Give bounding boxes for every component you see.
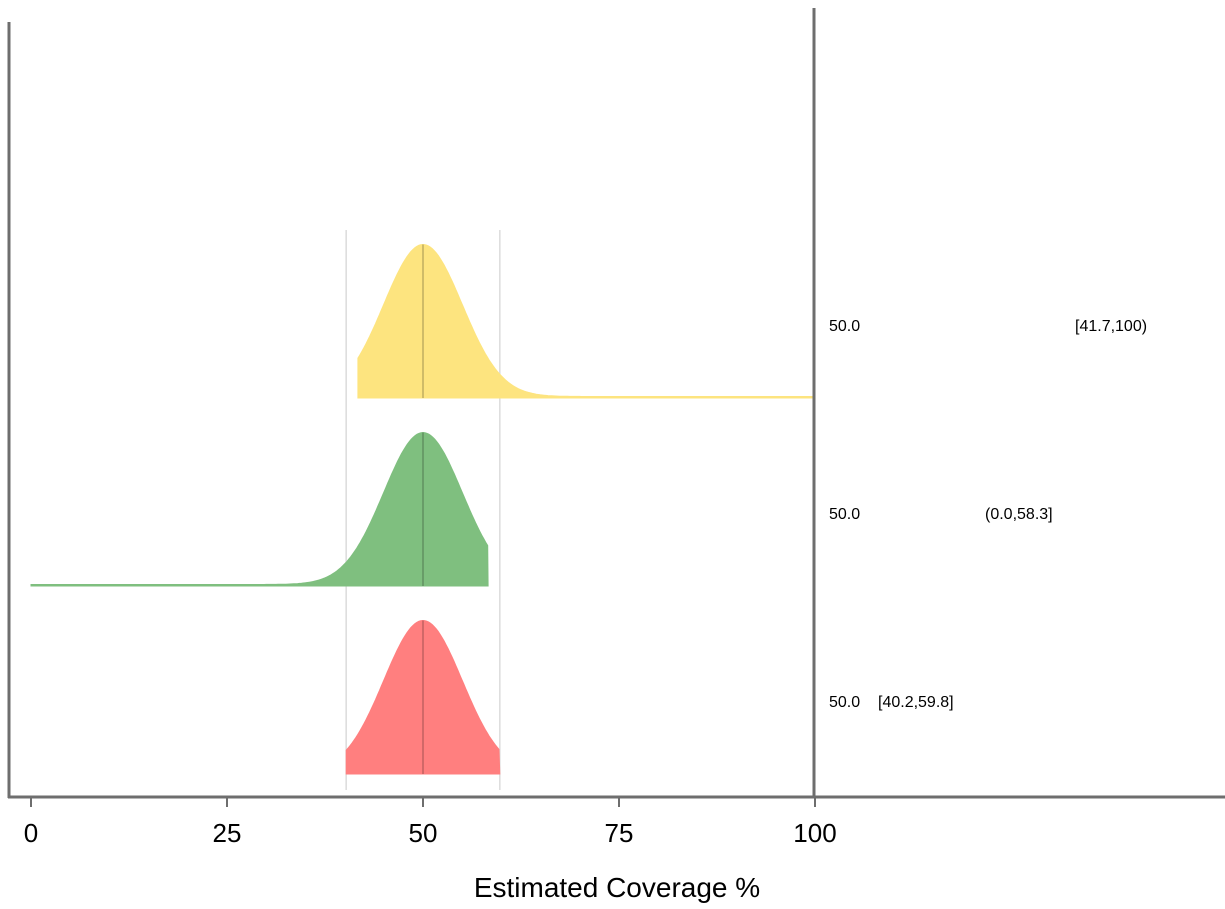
series-1-interval-label: (0.0,58.3]	[985, 506, 1053, 523]
x-tick-label-3: 75	[605, 818, 634, 848]
series-1-density	[30, 431, 489, 587]
x-axis-title: Estimated Coverage %	[474, 872, 760, 903]
series-1-estimate-label: 50.0	[829, 506, 860, 523]
series-2-estimate-label: 50.0	[829, 694, 860, 711]
series-layer	[30, 243, 816, 775]
series-0-interval-label: [41.7,100)	[1075, 318, 1147, 335]
x-tick-label-1: 25	[213, 818, 242, 848]
x-tick-label-0: 0	[24, 818, 38, 848]
x-tick-label-4: 100	[793, 818, 836, 848]
series-2-density	[345, 619, 501, 775]
labels: 50.0 [41.7,100) 50.0 (0.0,58.3] 50.0 [40.2,59…	[829, 318, 1147, 711]
series-0-density	[357, 243, 816, 399]
series-2-interval-label: [40.2,59.8]	[878, 694, 954, 711]
axes: 0 25 50 75 100	[7, 8, 1225, 848]
reference-lines	[345, 230, 501, 790]
series-0-estimate-label: 50.0	[829, 318, 860, 335]
x-tick-label-2: 50	[409, 818, 438, 848]
